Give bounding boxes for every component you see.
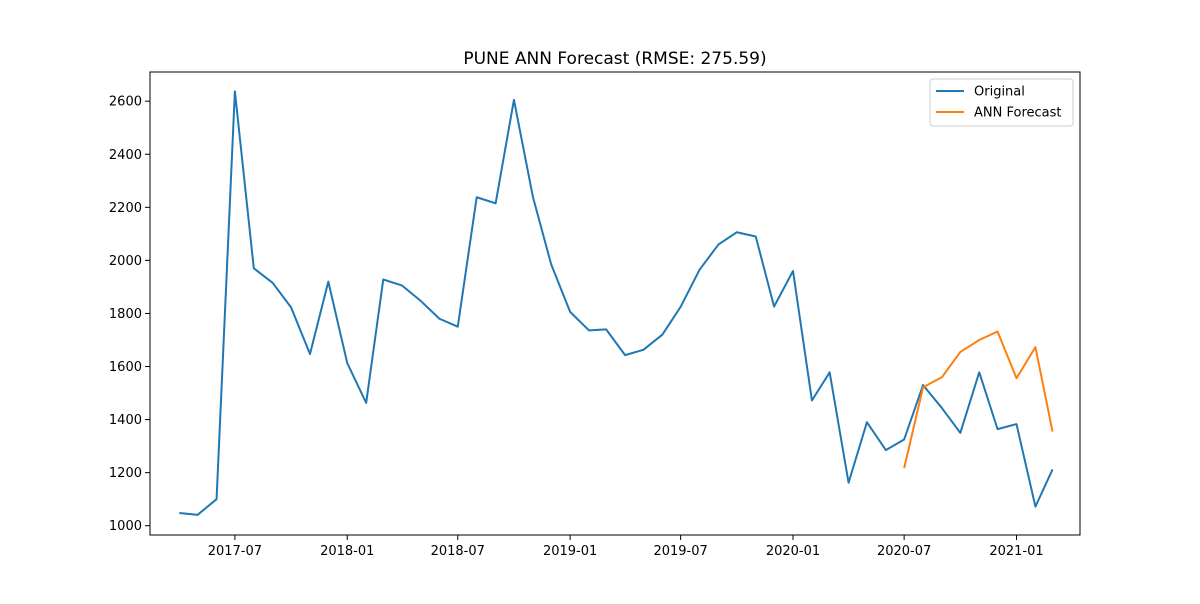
legend-label: ANN Forecast — [974, 106, 1061, 121]
axes-layer: 2017-07 2018-01 2018-07 2019-01 2019-07 2020-… — [109, 71, 1081, 559]
x-tick-label: 2020-07 — [877, 544, 931, 559]
legend: Original ANN Forecast — [929, 78, 1074, 127]
x-tick-label: 2021-01 — [989, 544, 1043, 559]
series-line-ann-forecast — [903, 330, 1054, 469]
y-tick-label: 2200 — [109, 201, 142, 216]
y-tick-label: 1800 — [109, 307, 142, 322]
series-layer — [179, 90, 1054, 516]
chart-title: PUNE ANN Forecast (RMSE: 275.59) — [463, 49, 766, 69]
plot-frame — [149, 71, 1081, 536]
y-tick-label: 2600 — [109, 95, 142, 110]
y-tick-label: 1600 — [109, 360, 142, 375]
legend-label: Original — [974, 85, 1025, 100]
x-tick-label: 2018-01 — [320, 544, 374, 559]
x-tick-label: 2019-07 — [653, 544, 707, 559]
x-tick-label: 2018-07 — [431, 544, 485, 559]
legend-box — [929, 78, 1074, 127]
y-tick-label: 2400 — [109, 148, 142, 163]
y-tick-label: 2000 — [109, 254, 142, 269]
x-tick-label: 2019-01 — [543, 544, 597, 559]
y-tick-label: 1200 — [109, 466, 142, 481]
x-tick-label: 2017-07 — [208, 544, 262, 559]
y-tick-label: 1000 — [109, 519, 142, 534]
series-line-original — [179, 90, 1054, 516]
x-tick-label: 2020-01 — [766, 544, 820, 559]
y-tick-label: 1400 — [109, 413, 142, 428]
